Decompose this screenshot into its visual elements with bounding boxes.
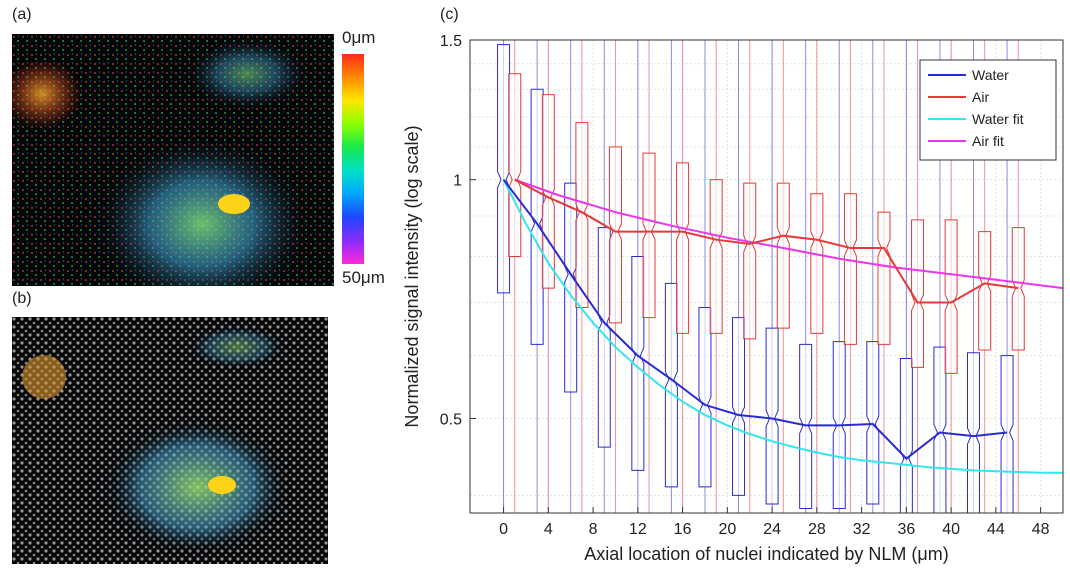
x-tick-label: 36 — [897, 521, 915, 538]
x-tick-label: 48 — [1032, 521, 1050, 538]
panel-b-label: (b) — [12, 290, 32, 307]
panel-a-label: (a) — [12, 6, 32, 23]
water-box — [732, 317, 746, 496]
y-tick-label: 1 — [453, 173, 462, 190]
water-median-line — [502, 179, 1008, 460]
air-box — [608, 146, 622, 324]
nuclei-overlay-image — [12, 317, 328, 564]
x-tick-label: 12 — [629, 521, 647, 538]
ticks: 0 4 8 12 16 20 24 28 32 36 40 44 480.511.5 — [440, 33, 1050, 538]
x-tick-label: 32 — [853, 521, 871, 538]
series-lines — [502, 178, 1064, 474]
depth-coded-image — [12, 34, 334, 286]
x-tick-label: 4 — [544, 521, 553, 538]
air-median-line — [514, 178, 1019, 304]
legend-label: Air — [972, 89, 989, 105]
y-tick-label: 1.5 — [440, 33, 462, 50]
legend-box — [919, 59, 1057, 161]
water-box — [933, 346, 947, 514]
air-box — [508, 73, 522, 258]
air-box — [911, 219, 925, 368]
panel-c-label: (c) — [440, 6, 459, 23]
x-tick-label: 24 — [763, 521, 781, 538]
x-tick-label: 28 — [808, 521, 826, 538]
legend-label: Water — [972, 67, 1009, 83]
water-box — [497, 44, 511, 294]
air-box — [776, 182, 790, 329]
x-tick-label: 44 — [987, 521, 1005, 538]
x-tick-label: 8 — [589, 521, 598, 538]
water-box — [597, 227, 611, 448]
water-box — [664, 282, 678, 488]
air-fit-line — [514, 178, 1064, 290]
legend-label: Water fit — [972, 111, 1024, 127]
x-axis-label: Axial location of nuclei indicated by NL… — [584, 544, 949, 564]
air-box — [642, 152, 656, 319]
water-box — [966, 352, 980, 514]
x-tick-label: 20 — [718, 521, 736, 538]
x-tick-label: 40 — [942, 521, 960, 538]
air-box — [978, 231, 992, 351]
water-box — [698, 307, 712, 488]
water-box — [765, 327, 779, 505]
water-fit-line — [502, 179, 1063, 474]
x-tick-label: 0 — [499, 521, 508, 538]
air-box — [709, 179, 723, 334]
y-axis-label: Normalized signal intensity (log scale) — [402, 125, 422, 427]
plot-frame — [469, 39, 1064, 514]
x-tick-label: 16 — [674, 521, 692, 538]
air-box — [810, 193, 824, 334]
colorbar-bottom-label: 50μm — [342, 268, 385, 287]
colorbar — [342, 54, 364, 264]
colorbar-top-label: 0μm — [342, 28, 376, 47]
water-box — [799, 343, 813, 509]
air-box — [1011, 227, 1025, 351]
legend: Water Air Water fit Air fit — [919, 59, 1057, 161]
air-box — [743, 182, 757, 340]
air-box — [843, 193, 857, 345]
legend-label: Air fit — [972, 133, 1004, 149]
y-tick-label: 0.5 — [440, 411, 462, 428]
water-box — [866, 341, 880, 505]
water-box — [1000, 355, 1014, 514]
water-box — [899, 358, 913, 514]
air-box — [877, 211, 891, 345]
air-box — [944, 219, 958, 374]
air-box — [676, 162, 690, 334]
